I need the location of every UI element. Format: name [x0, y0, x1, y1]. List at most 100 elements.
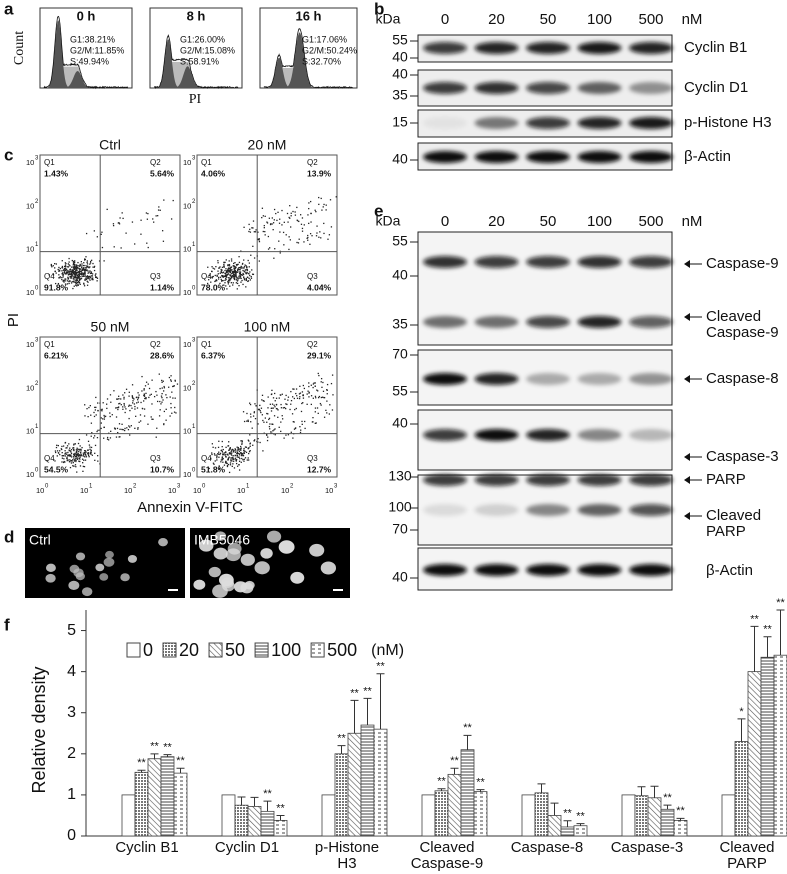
event-dot — [292, 210, 294, 213]
event-dot — [64, 283, 67, 285]
event-dot — [227, 271, 229, 273]
significance: ** — [263, 788, 272, 800]
event-dot — [326, 393, 328, 395]
event-dot — [76, 269, 78, 271]
event-dot — [88, 266, 90, 269]
bar — [760, 656, 775, 837]
event-dot — [131, 384, 134, 386]
event-dot — [161, 393, 163, 395]
event-dot — [296, 219, 299, 222]
event-dot — [77, 275, 79, 277]
axis-label: PI — [5, 313, 22, 327]
band — [577, 117, 622, 129]
event-dot — [220, 449, 222, 452]
event-dot — [249, 450, 251, 452]
event-dot — [72, 455, 75, 457]
event-dot — [210, 281, 212, 283]
event-dot — [100, 422, 102, 424]
event-dot — [221, 269, 223, 271]
event-dot — [61, 278, 63, 281]
event-dot — [222, 454, 224, 456]
event-dot — [320, 237, 322, 239]
nucleus — [234, 581, 248, 593]
event-dot — [71, 272, 73, 274]
quadrant-value: 4.04% — [307, 282, 332, 292]
event-dot — [214, 454, 216, 456]
event-dot — [238, 267, 240, 269]
event-dot — [222, 275, 225, 277]
event-dot — [261, 207, 264, 209]
event-dot — [169, 415, 171, 417]
event-dot — [227, 264, 229, 266]
event-dot — [322, 396, 324, 398]
event-dot — [76, 458, 79, 460]
marker-label: 40 — [392, 49, 408, 65]
event-dot — [109, 415, 111, 418]
image-label: IMB5046 — [194, 532, 250, 548]
event-dot — [93, 265, 96, 268]
event-dot — [130, 425, 132, 427]
event-dot — [331, 374, 334, 376]
event-dot — [231, 465, 233, 468]
event-dot — [72, 278, 74, 280]
y-tick-exp: 2 — [35, 381, 39, 387]
event-dot — [254, 231, 257, 233]
event-dot — [67, 459, 69, 461]
event-dot — [114, 427, 116, 430]
event-dot — [95, 396, 97, 399]
band — [423, 42, 467, 54]
event-dot — [63, 269, 65, 271]
event-dot — [295, 392, 297, 395]
significance: * — [739, 706, 744, 718]
event-dot — [227, 457, 230, 460]
event-dot — [230, 454, 233, 456]
event-dot — [230, 460, 232, 462]
event-dot — [129, 434, 131, 436]
event-dot — [290, 226, 292, 228]
event-dot — [75, 268, 77, 270]
event-dot — [329, 199, 332, 201]
event-dot — [234, 271, 236, 274]
significance: ** — [476, 776, 485, 788]
event-dot — [247, 259, 249, 262]
event-dot — [228, 263, 231, 266]
event-dot — [226, 453, 229, 455]
bar — [773, 654, 787, 837]
event-dot — [101, 231, 103, 233]
event-dot — [147, 246, 149, 249]
event-dot — [236, 454, 239, 456]
event-dot — [94, 444, 97, 447]
event-dot — [294, 214, 297, 216]
event-dot — [280, 430, 282, 433]
event-dot — [71, 273, 73, 276]
event-dot — [91, 454, 94, 456]
event-dot — [287, 396, 290, 398]
band — [474, 429, 519, 441]
event-dot — [253, 411, 256, 413]
event-dot — [77, 448, 79, 451]
event-dot — [232, 450, 235, 452]
event-dot — [70, 276, 72, 279]
nucleus — [45, 563, 56, 573]
event-dot — [110, 430, 112, 432]
event-dot — [231, 460, 233, 462]
event-dot — [169, 379, 172, 381]
flow-plot — [196, 154, 338, 296]
event-dot — [263, 421, 265, 423]
event-dot — [236, 288, 238, 290]
event-dot — [220, 270, 222, 272]
event-dot — [280, 403, 282, 406]
bar — [747, 671, 762, 837]
quadrant-value: 13.9% — [307, 168, 332, 178]
event-dot — [268, 418, 270, 421]
bar — [360, 724, 375, 837]
event-dot — [85, 454, 87, 456]
x-tick-label: Caspase-3 — [610, 839, 684, 856]
plot-frame — [39, 336, 181, 478]
event-dot — [159, 209, 161, 211]
event-dot — [223, 265, 225, 267]
event-dot — [66, 458, 68, 460]
event-dot — [247, 457, 249, 459]
event-dot — [68, 273, 70, 275]
legend-label: 500 — [327, 640, 357, 660]
